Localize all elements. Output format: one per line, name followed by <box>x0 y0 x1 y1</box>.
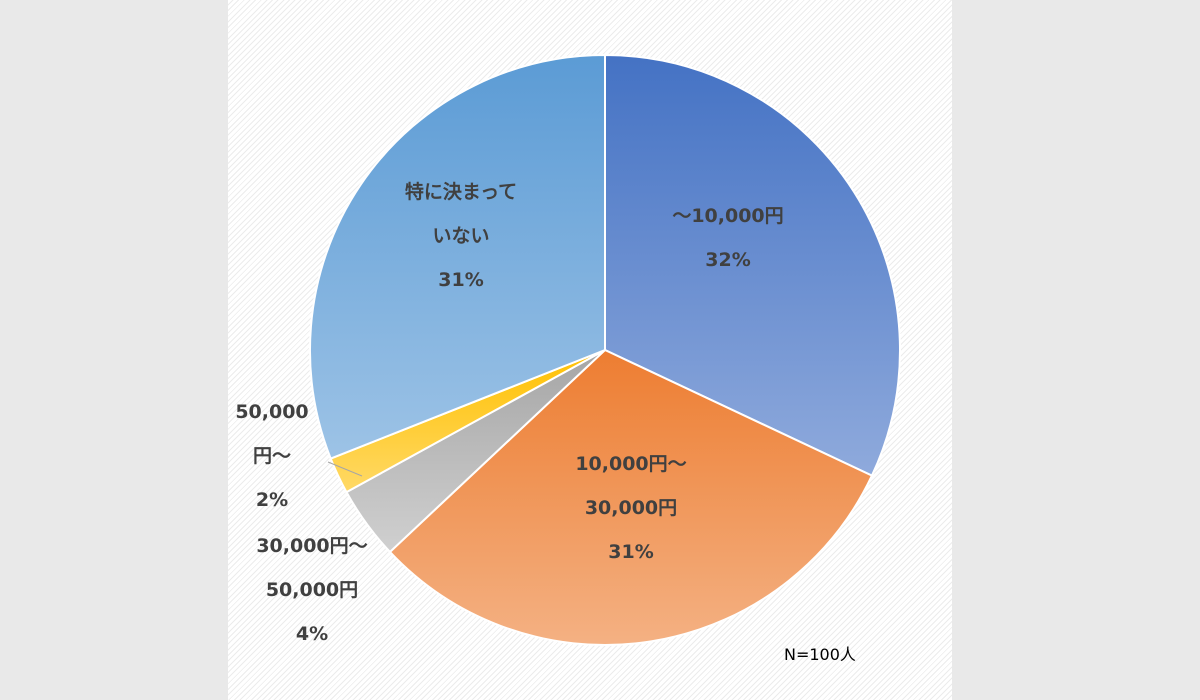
pie-slice-1 <box>388 348 874 646</box>
slice-label-line: 10,000円～ <box>575 453 686 475</box>
slice-label-line: ～10,000円 <box>672 205 783 227</box>
pie-slice-0 <box>604 53 901 477</box>
slice-label-line: 50,000円 <box>266 579 358 601</box>
slice-label-line: 31% <box>438 269 483 291</box>
slice-label-0: ～10,000円 32% <box>672 205 783 271</box>
pie-slices <box>309 53 901 646</box>
pie-chart: ～10,000円 32% 10,000円～ 30,000円 31% 30,000円～ 50,… <box>235 53 901 664</box>
slice-label-line: 30,000円 <box>585 497 677 519</box>
slice-label-line: 30,000円～ <box>256 535 367 557</box>
slice-label-line: 2% <box>256 489 288 511</box>
pie-slice-4 <box>309 53 606 460</box>
slice-label-line: 円～ <box>253 445 291 467</box>
slice-label-1: 10,000円～ 30,000円 31% <box>575 453 686 563</box>
slice-label-line: 特に決まって <box>405 181 517 203</box>
slice-label-line: 50,000 <box>235 401 308 423</box>
slice-label-4: 特に決まっていない 31% <box>405 181 517 291</box>
chart-area: ～10,000円 32% 10,000円～ 30,000円 31% 30,000円～ 50,… <box>228 0 952 700</box>
leader-line <box>327 461 363 477</box>
slice-label-line: 31% <box>608 541 653 563</box>
slice-label-line: 32% <box>705 249 750 271</box>
slice-label-line: いない <box>432 225 489 247</box>
sample-size-note: N=100人 <box>784 645 856 664</box>
data-labels: ～10,000円 32% 10,000円～ 30,000円 31% 30,000円～ 50,… <box>235 181 783 645</box>
slice-label-line: 4% <box>296 623 328 645</box>
slice-label-3: 50,000 円～ 2% <box>235 401 308 511</box>
slice-label-2: 30,000円～ 50,000円 4% <box>256 535 367 645</box>
